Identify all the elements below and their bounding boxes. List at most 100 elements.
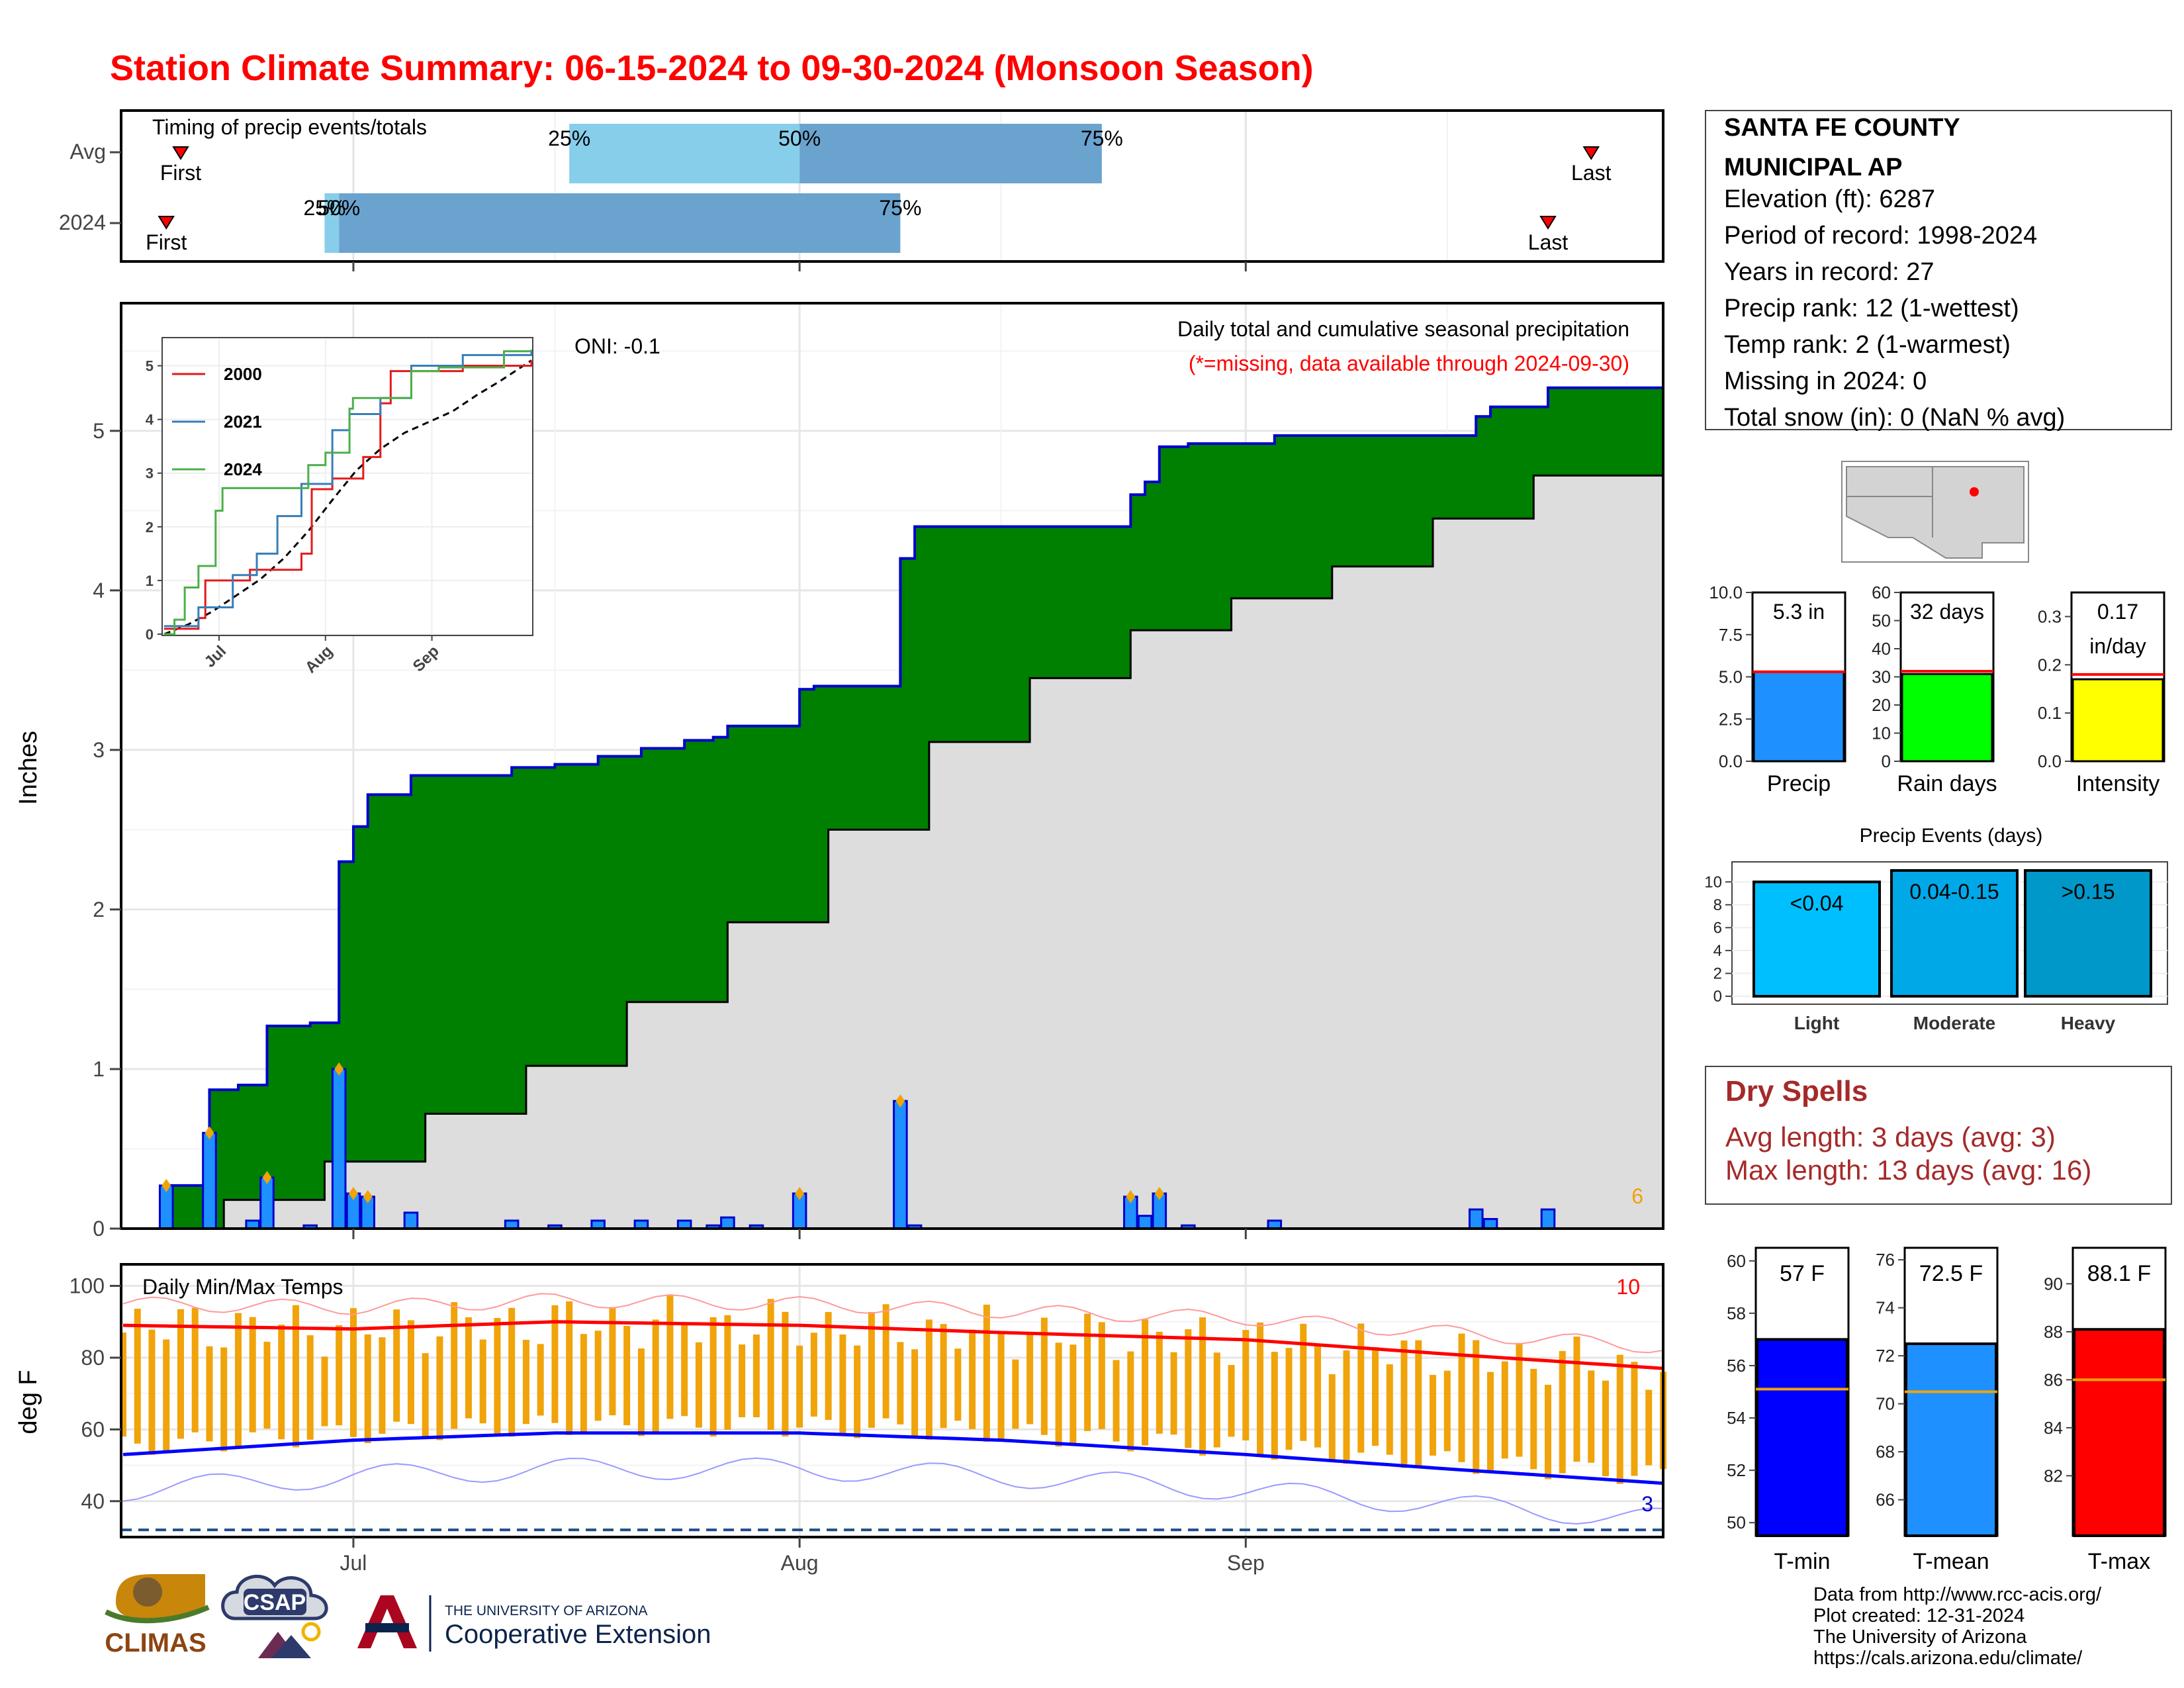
daily-temp-bar: [1559, 1350, 1566, 1474]
daily-temp-bar: [652, 1319, 659, 1432]
y2024-q50-q75-bar: [339, 193, 901, 253]
temp-hot-count: 10: [1616, 1275, 1640, 1299]
daily-temp-bar: [234, 1313, 242, 1446]
events-bar-light: [1752, 880, 1881, 998]
avg-first-marker: [172, 146, 189, 160]
daily-temp-bar: [249, 1317, 256, 1432]
events-tick-label: 10: [1704, 873, 1722, 891]
daily-temp-bar: [997, 1333, 1005, 1441]
daily-temp-bar: [551, 1305, 559, 1423]
average-low-line: [122, 1431, 1664, 1485]
temp-y-tick-label: 80: [81, 1346, 105, 1370]
mini-bar-tick-label: 2.5: [1719, 709, 1743, 729]
temp-y-label: deg F: [15, 1370, 42, 1434]
ua-logo-line1: THE UNIVERSITY OF ARIZONA: [445, 1603, 648, 1618]
mini-bar-tick-label: 40: [1872, 639, 1891, 659]
mini-bar-tick-label: 60: [1872, 583, 1891, 602]
temp-bar-T-max: [2073, 1328, 2165, 1537]
daily-precip-bar: [893, 1100, 908, 1230]
events-category-label: Light: [1794, 1013, 1839, 1033]
average-high-line: [122, 1320, 1664, 1370]
record-low-line: [122, 1457, 1664, 1525]
daily-precip-marker: [363, 1190, 373, 1203]
daily-temp-bar: [1213, 1352, 1220, 1448]
daily-temp-bar: [854, 1345, 861, 1438]
daily-temp-bar: [537, 1344, 544, 1416]
mini-bar-tick-label: 0.0: [2038, 751, 2062, 771]
daily-temp-bar: [407, 1320, 414, 1425]
y2024-first-marker: [158, 216, 175, 230]
daily-temp-bar: [1415, 1340, 1422, 1468]
daily-temp-bar: [1386, 1364, 1393, 1455]
daily-temp-bar: [752, 1335, 760, 1418]
daily-precip-bar: [1482, 1218, 1498, 1230]
mini-bar-Intensity: [2071, 678, 2164, 763]
precip-y-ticks: 0 1 2 3 4 5: [93, 419, 121, 1241]
daily-temp-bar: [1602, 1380, 1610, 1477]
mini-bar-name: Precip: [1767, 771, 1831, 796]
daily-temp-bar: [1127, 1351, 1134, 1452]
mini-bar-tick-label: 10: [1872, 724, 1891, 743]
events-category-label: Heavy: [2061, 1013, 2116, 1033]
inset-line-2021: [164, 350, 533, 628]
temp-bar-name: T-mean: [1913, 1549, 1989, 1574]
avg-first-label: First: [160, 161, 201, 185]
temp-bar-tick-label: 74: [1876, 1298, 1895, 1318]
mini-bar-tick-label: 0: [1882, 751, 1891, 771]
daily-precip-marker: [795, 1186, 805, 1200]
seasonal-totals-bars: 5.3 in 0.0 2.5 5.0 7.5 10.0 Precip 32 days 0 10 20…: [1709, 583, 2165, 796]
daily-temp-bar: [1631, 1362, 1638, 1476]
mini-bar-tick-label: 7.5: [1719, 625, 1743, 645]
daily-temp-bar: [767, 1299, 774, 1430]
precip-y-label: Inches: [15, 731, 42, 805]
inset-legend-label: 2021: [224, 412, 262, 432]
inset-y-ticks: 0 1 2 3 4 5: [146, 358, 162, 643]
temperature-summary-bars: 57 F 50 52 54 56 58 60 T-min 72.5 F 66 68 70 72 74 76 T…: [1727, 1246, 2167, 1574]
events-bars: 0 2 4 6 8 10 <0.04 Light 0.04-0.15 Moderate >0.15 H…: [1704, 869, 2167, 1033]
university-of-arizona-logo: THE UNIVERSITY OF ARIZONA Cooperative Ex…: [357, 1595, 711, 1652]
daily-temp-bar: [349, 1308, 357, 1437]
avg-q50-q75-bar: [799, 124, 1102, 183]
daily-precip-bar: [331, 1068, 347, 1230]
y2024-quantile-label: 75%: [879, 196, 921, 220]
daily-temp-bar: [451, 1302, 458, 1429]
daily-temp-bar: [494, 1318, 501, 1436]
daily-temp-bar: [1545, 1384, 1552, 1479]
ua-logo-line2: Cooperative Extension: [445, 1620, 711, 1649]
info-precip-rank: Precip rank: 12 (1-wettest): [1724, 295, 2019, 322]
footer-credits: Data from http://www.rcc-acis.org/ Plot …: [1813, 1584, 2102, 1669]
daily-temp-bar: [1156, 1331, 1163, 1434]
climas-logo: CLIMAS: [105, 1574, 210, 1658]
info-temp-rank: Temp rank: 2 (1-warmest): [1724, 331, 2011, 359]
daily-precip-marker: [205, 1126, 214, 1140]
footer-line-2: Plot created: 12-31-2024: [1813, 1605, 2025, 1626]
temp-bar-tick-label: 60: [1727, 1251, 1746, 1271]
daily-precip-bar: [259, 1176, 275, 1230]
avg-last-marker: [1582, 146, 1600, 160]
daily-temp-bar: [522, 1340, 529, 1425]
daily-temp-bar: [609, 1307, 616, 1416]
timing-row-2024: 2024: [59, 211, 106, 234]
daily-temp-bar: [1357, 1323, 1365, 1453]
mini-bar-tick-label: 5.0: [1719, 667, 1743, 687]
daily-temp-bar: [321, 1356, 328, 1427]
daily-precip-marker: [1154, 1186, 1164, 1200]
daily-temp-bar: [623, 1325, 631, 1426]
daily-temp-bar: [163, 1339, 170, 1453]
temp-bar-tick-label: 58: [1727, 1303, 1746, 1323]
daily-temp-bar: [206, 1346, 213, 1442]
daily-temp-bar: [379, 1337, 386, 1434]
daily-temp-bar: [666, 1295, 674, 1419]
temp-y-tick-label: 100: [69, 1274, 105, 1298]
daily-precip-marker: [1126, 1190, 1136, 1203]
events-tick-label: 6: [1713, 919, 1722, 937]
daily-temp-bar: [336, 1325, 343, 1426]
inset-lines: [163, 350, 533, 635]
daily-precip-bar: [720, 1216, 735, 1230]
temp-bar-name: T-min: [1774, 1549, 1831, 1574]
daily-temp-bar: [825, 1311, 832, 1420]
oni-value: ONI: -0.1: [574, 334, 660, 358]
events-category-label: Moderate: [1913, 1013, 1995, 1033]
mini-bar-tick-label: 0.3: [2038, 606, 2062, 626]
